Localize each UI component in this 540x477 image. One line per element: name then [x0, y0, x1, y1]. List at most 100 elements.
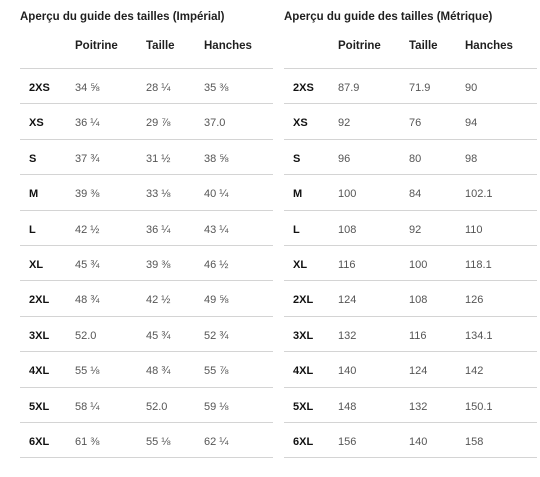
- chest-value: 132: [338, 329, 357, 342]
- header-chest: Poitrine: [338, 40, 381, 52]
- hips-value: 102.1: [465, 188, 493, 201]
- hips-value: 110: [465, 223, 483, 236]
- hips-value: 49 ⅝: [204, 294, 229, 307]
- hips-value: 158: [465, 435, 484, 448]
- chest-value: 108: [338, 223, 357, 236]
- chest-value: 39 ⅜: [75, 188, 100, 201]
- waist-value: 36 ¼: [146, 223, 171, 236]
- chest-value: 52.0: [75, 329, 97, 342]
- table-row: 6XL 61 ⅜ 55 ⅛ 62 ¼: [20, 423, 273, 459]
- size-label: XS: [293, 117, 308, 130]
- waist-value: 124: [409, 365, 428, 378]
- size-label: XS: [29, 117, 44, 130]
- size-label: 2XL: [293, 294, 314, 307]
- chest-value: 48 ¾: [75, 294, 100, 307]
- hips-value: 62 ¼: [204, 435, 229, 448]
- chest-value: 140: [338, 365, 357, 378]
- table-body: 2XS 87.9 71.9 90 XS 92 76 94 S 96 80 98 M 100 84 102.1 L…: [284, 68, 537, 459]
- waist-value: 28 ¼: [146, 82, 171, 94]
- table-row: XL 45 ¾ 39 ⅜ 46 ½: [20, 246, 273, 282]
- waist-value: 52.0: [146, 400, 168, 413]
- waist-value: 55 ⅛: [146, 435, 171, 448]
- waist-value: 132: [409, 400, 428, 413]
- table-row: M 39 ⅜ 33 ⅛ 40 ¼: [20, 175, 273, 211]
- table-row: 2XS 87.9 71.9 90: [284, 69, 537, 105]
- size-label: 4XL: [29, 365, 50, 378]
- chest-value: 34 ⅝: [75, 82, 100, 94]
- waist-value: 100: [409, 258, 428, 271]
- waist-value: 33 ⅛: [146, 188, 171, 201]
- hips-value: 98: [465, 152, 478, 165]
- table-title: Aperçu du guide des tailles (Métrique): [284, 11, 493, 23]
- table-title: Aperçu du guide des tailles (Impérial): [20, 11, 225, 23]
- waist-value: 76: [409, 117, 422, 130]
- chest-value: 37 ¾: [75, 152, 100, 165]
- size-label: 3XL: [29, 329, 50, 342]
- size-label: XL: [293, 258, 308, 271]
- table-body: 2XS 34 ⅝ 28 ¼ 35 ⅜ XS 36 ¼ 29 ⅞ 37.0 S 37 ¾ 31 ½ 38…: [20, 68, 273, 459]
- hips-value: 55 ⅞: [204, 365, 229, 378]
- chest-value: 36 ¼: [75, 117, 100, 130]
- chest-value: 92: [338, 117, 351, 130]
- waist-value: 80: [409, 152, 422, 165]
- hips-value: 46 ½: [204, 258, 229, 271]
- header-chest: Poitrine: [75, 40, 118, 52]
- waist-value: 31 ½: [146, 152, 171, 165]
- size-label: M: [293, 188, 303, 201]
- size-label: 6XL: [293, 435, 314, 448]
- table-row: XS 36 ¼ 29 ⅞ 37.0: [20, 104, 273, 140]
- table-row: L 108 92 110: [284, 211, 537, 246]
- chest-value: 58 ¼: [75, 400, 100, 413]
- hips-value: 134.1: [465, 329, 493, 342]
- table-header: Poitrine Taille Hanches: [284, 40, 537, 54]
- header-hips: Hanches: [204, 40, 252, 52]
- table-row: 4XL 55 ⅛ 48 ¾ 55 ⅞: [20, 352, 273, 388]
- table-row: 2XS 34 ⅝ 28 ¼ 35 ⅜: [20, 69, 273, 105]
- table-row: S 96 80 98: [284, 140, 537, 176]
- chest-value: 42 ½: [75, 223, 100, 236]
- hips-value: 37.0: [204, 117, 226, 130]
- chest-value: 87.9: [338, 82, 360, 94]
- waist-value: 71.9: [409, 82, 431, 94]
- table-header: Poitrine Taille Hanches: [20, 40, 273, 54]
- table-row: 2XL 48 ¾ 42 ½ 49 ⅝: [20, 281, 273, 317]
- size-label: 2XS: [29, 82, 50, 94]
- hips-value: 142: [465, 365, 484, 378]
- size-label: S: [29, 152, 37, 165]
- hips-value: 126: [465, 294, 484, 307]
- waist-value: 140: [409, 435, 428, 448]
- table-row: XL 116 100 118.1: [284, 246, 537, 282]
- chest-value: 45 ¾: [75, 258, 100, 271]
- table-row: 6XL 156 140 158: [284, 423, 537, 459]
- size-label: 4XL: [293, 365, 314, 378]
- hips-value: 52 ¾: [204, 329, 229, 342]
- table-row: 3XL 52.0 45 ¾ 52 ¾: [20, 317, 273, 353]
- waist-value: 108: [409, 294, 428, 307]
- chest-value: 55 ⅛: [75, 365, 100, 378]
- waist-value: 45 ¾: [146, 329, 171, 342]
- size-label: L: [293, 223, 300, 236]
- table-row: S 37 ¾ 31 ½ 38 ⅝: [20, 140, 273, 176]
- size-label: XL: [29, 258, 44, 271]
- waist-value: 84: [409, 188, 422, 201]
- header-hips: Hanches: [465, 40, 513, 52]
- hips-value: 90: [465, 82, 478, 94]
- header-waist: Taille: [146, 40, 175, 52]
- hips-value: 59 ⅛: [204, 400, 229, 413]
- chest-value: 156: [338, 435, 357, 448]
- hips-value: 40 ¼: [204, 188, 229, 201]
- size-label: 5XL: [29, 400, 50, 413]
- waist-value: 92: [409, 223, 422, 236]
- size-label: L: [29, 223, 36, 236]
- table-row: 4XL 140 124 142: [284, 352, 537, 388]
- chest-value: 124: [338, 294, 357, 307]
- table-row: XS 92 76 94: [284, 104, 537, 140]
- hips-value: 38 ⅝: [204, 152, 229, 165]
- size-label: 6XL: [29, 435, 50, 448]
- size-label: M: [29, 188, 39, 201]
- table-row: 5XL 58 ¼ 52.0 59 ⅛: [20, 388, 273, 423]
- chest-value: 61 ⅜: [75, 435, 100, 448]
- waist-value: 42 ½: [146, 294, 171, 307]
- table-row: 2XL 124 108 126: [284, 281, 537, 317]
- hips-value: 94: [465, 117, 478, 130]
